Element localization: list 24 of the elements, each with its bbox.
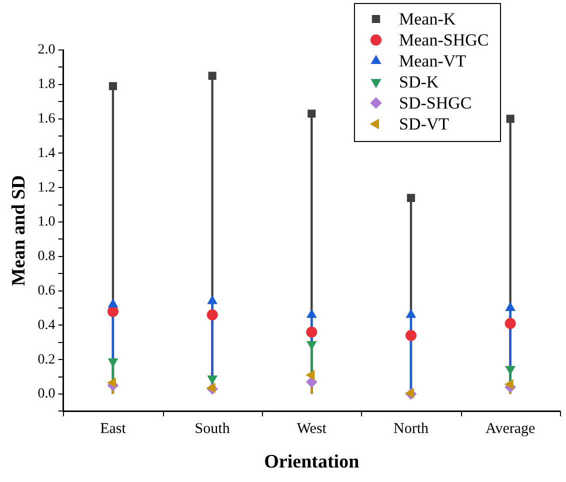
- y-tick-label: 1.2: [38, 180, 56, 196]
- legend-label: Mean-K: [399, 9, 456, 28]
- y-tick-label: 0.0: [38, 386, 56, 402]
- y-tick-label: 0.2: [38, 352, 56, 368]
- x-axis-title: Orientation: [264, 452, 360, 473]
- x-tick-label: North: [393, 421, 429, 438]
- x-tick-label: West: [296, 421, 328, 438]
- legend-label: Mean-SHGC: [399, 30, 489, 50]
- x-tick-label: East: [100, 421, 127, 438]
- legend-label: Mean-VT: [399, 51, 467, 70]
- y-tick-label: 2.0: [38, 42, 56, 58]
- legend-label: SD-VT: [399, 114, 450, 134]
- y-tick-label: 1.0: [38, 214, 56, 230]
- x-tick-label: South: [194, 421, 230, 438]
- y-tick-label: 1.8: [38, 77, 56, 92]
- y-tick-label: 0.8: [38, 249, 56, 264]
- y-tick-label: 1.6: [38, 111, 56, 126]
- y-tick-label: 0.4: [38, 318, 56, 333]
- y-tick-label: 0.6: [38, 283, 56, 298]
- y-tick-label: 1.4: [38, 146, 56, 161]
- y-axis-title: Mean and SD: [8, 175, 30, 286]
- x-tick-label: Average: [485, 421, 536, 438]
- legend-label: SD-SHGC: [399, 93, 472, 112]
- legend-label: SD-K: [399, 72, 440, 92]
